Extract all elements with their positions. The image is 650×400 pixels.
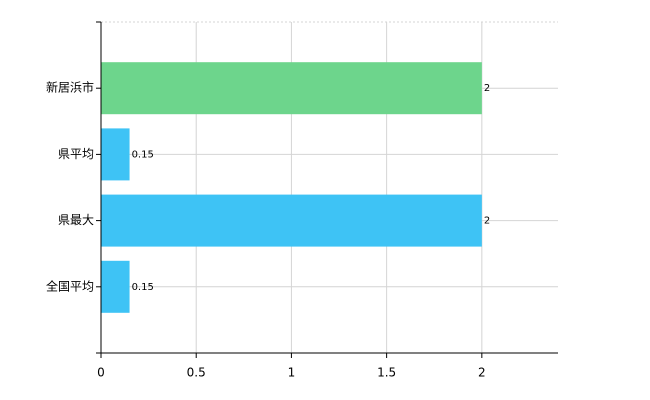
y-tick-label: 県最大 <box>58 213 94 227</box>
x-tick-label: 1.5 <box>377 366 396 380</box>
y-tick-label: 全国平均 <box>46 278 94 293</box>
value-label: 2 <box>484 216 490 227</box>
x-tick-label: 2 <box>478 366 486 380</box>
value-label: 2 <box>484 83 490 94</box>
y-tick-label: 県平均 <box>58 147 94 161</box>
x-tick-label: 0.5 <box>187 366 206 380</box>
x-tick-label: 0 <box>97 366 105 380</box>
bar <box>101 62 482 115</box>
y-tick-label: 新居浜市 <box>46 80 94 95</box>
x-tick-label: 1 <box>288 366 296 380</box>
value-label: 0.15 <box>132 149 154 160</box>
bar <box>101 260 130 313</box>
value-label: 0.15 <box>132 282 154 293</box>
bar <box>101 194 482 247</box>
bar <box>101 128 130 181</box>
